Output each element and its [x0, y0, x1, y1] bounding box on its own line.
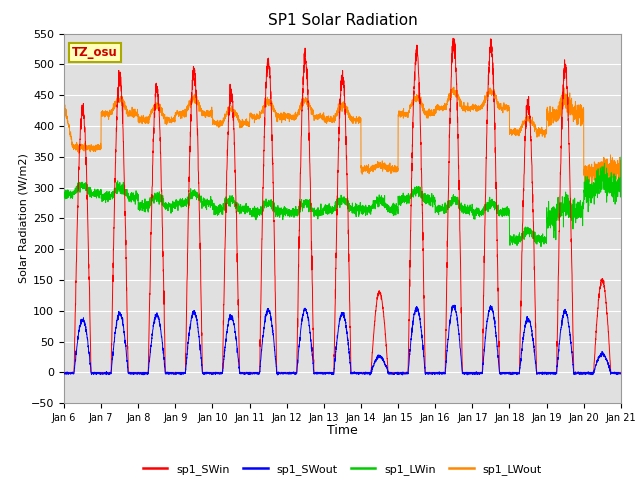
- sp1_LWout: [450, 84, 458, 90]
- sp1_SWout: [468, 370, 476, 375]
- sp1_LWin: [60, 192, 68, 198]
- sp1_LWout: [467, 104, 475, 109]
- X-axis label: Time: Time: [327, 424, 358, 437]
- sp1_SWin: [467, 370, 475, 375]
- Legend: sp1_SWin, sp1_SWout, sp1_LWin, sp1_LWout: sp1_SWin, sp1_SWout, sp1_LWin, sp1_LWout: [138, 459, 547, 479]
- Title: SP1 Solar Radiation: SP1 Solar Radiation: [268, 13, 417, 28]
- sp1_SWout: [322, 371, 330, 376]
- Line: sp1_LWout: sp1_LWout: [64, 87, 621, 183]
- sp1_LWout: [160, 112, 168, 118]
- sp1_SWout: [616, 371, 624, 376]
- sp1_LWin: [467, 207, 475, 213]
- sp1_LWout: [499, 110, 507, 116]
- sp1_SWout: [160, 355, 168, 360]
- sp1_SWin: [322, 370, 330, 375]
- sp1_LWout: [616, 157, 624, 163]
- sp1_SWout: [60, 371, 68, 377]
- sp1_SWin: [616, 370, 624, 375]
- sp1_SWin: [436, 370, 444, 375]
- Line: sp1_SWin: sp1_SWin: [64, 38, 621, 372]
- sp1_LWin: [617, 155, 625, 160]
- sp1_SWin: [617, 370, 625, 375]
- Y-axis label: Solar Radiation (W/m2): Solar Radiation (W/m2): [18, 154, 28, 283]
- Line: sp1_LWin: sp1_LWin: [64, 157, 621, 247]
- sp1_LWin: [160, 202, 168, 207]
- sp1_LWin: [322, 210, 330, 216]
- sp1_SWout: [617, 371, 625, 376]
- sp1_LWin: [436, 204, 444, 209]
- Line: sp1_SWout: sp1_SWout: [64, 305, 621, 375]
- sp1_LWout: [436, 105, 444, 110]
- sp1_SWin: [60, 370, 68, 375]
- sp1_SWout: [366, 372, 374, 378]
- sp1_LWin: [499, 205, 506, 211]
- sp1_SWin: [160, 288, 168, 294]
- sp1_LWout: [60, 101, 68, 107]
- sp1_LWin: [616, 184, 624, 190]
- Text: TZ_osu: TZ_osu: [72, 46, 118, 59]
- sp1_LWout: [322, 116, 330, 121]
- sp1_SWin: [499, 370, 507, 375]
- sp1_LWin: [537, 244, 545, 250]
- sp1_SWout: [499, 370, 507, 376]
- sp1_SWin: [449, 36, 457, 41]
- sp1_LWout: [617, 174, 625, 180]
- sp1_LWout: [588, 180, 596, 186]
- sp1_SWout: [451, 302, 458, 308]
- sp1_SWout: [436, 370, 444, 375]
